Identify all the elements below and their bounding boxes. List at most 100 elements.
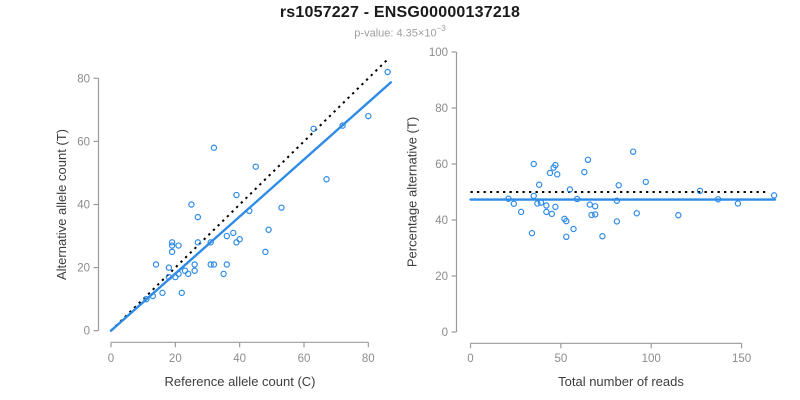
pvalue-label: p-value: xyxy=(354,27,397,40)
y-tick-label: 0 xyxy=(442,327,448,339)
scatter-point xyxy=(505,195,512,202)
scatter-point xyxy=(194,239,202,246)
scatter-point xyxy=(554,171,561,178)
x-tick-label: 40 xyxy=(233,353,246,365)
y-tick-label: 20 xyxy=(77,263,90,275)
scatter-point xyxy=(615,182,622,189)
scatter-point xyxy=(165,273,173,281)
scatter-point xyxy=(246,207,253,215)
x-tick-label: 0 xyxy=(467,353,473,365)
y-tick-label: 100 xyxy=(429,47,448,59)
y-tick-label: 80 xyxy=(435,103,448,115)
scatter-point xyxy=(310,125,317,132)
scatter-point xyxy=(265,226,272,233)
scatter-point xyxy=(770,192,778,199)
scatter-point xyxy=(194,213,202,221)
scatter-point xyxy=(191,261,198,268)
scatter-point xyxy=(534,200,541,207)
scatter-point xyxy=(236,236,243,243)
y-tick-label: 60 xyxy=(435,159,448,171)
scatter-point xyxy=(552,203,559,211)
scatter-point xyxy=(323,176,330,183)
pvalue-exponent: −3 xyxy=(436,24,446,33)
plot-title: rs1057227 - ENSG00000137218 xyxy=(279,4,521,21)
scatter-point xyxy=(252,163,259,170)
scatter-point xyxy=(510,200,518,207)
scatter-point xyxy=(152,261,160,268)
scatter-point xyxy=(207,239,214,246)
scatter-point xyxy=(384,68,391,76)
scatter-point xyxy=(584,156,592,163)
scatter-point xyxy=(714,196,722,203)
scatter-point xyxy=(573,195,581,203)
scatter-point xyxy=(178,289,185,297)
x-tick-label: 80 xyxy=(362,353,375,365)
scatter-point xyxy=(675,212,682,219)
scatter-point xyxy=(517,208,525,216)
y-tick-label: 80 xyxy=(77,73,90,85)
scatter-point xyxy=(586,201,593,208)
scatter-point xyxy=(230,229,237,237)
y-tick-label: 40 xyxy=(77,200,90,212)
scatter-point xyxy=(566,186,574,193)
x-axis-title: Reference allele count (C) xyxy=(164,374,315,389)
scatter-point xyxy=(629,148,637,155)
y-axis-title: Percentage alternative (T) xyxy=(405,117,420,267)
scatter-point xyxy=(591,203,599,210)
scatter-point xyxy=(537,199,545,206)
scatter-point xyxy=(543,208,550,216)
scatter-point xyxy=(168,248,176,256)
scatter-point xyxy=(546,169,554,177)
scatter-point xyxy=(210,144,218,151)
scatter-point xyxy=(223,232,230,240)
scatter-point xyxy=(181,267,189,274)
scatter-point xyxy=(528,229,536,237)
y-tick-label: 60 xyxy=(77,136,90,148)
plot-header: rs1057227 - ENSG00000137218 p-value: 4.3… xyxy=(0,0,800,40)
scatter-point xyxy=(642,178,649,186)
scatter-point xyxy=(548,210,556,218)
pvalue-subtitle: p-value: 4.35×10−3 xyxy=(0,24,800,40)
scatter-point xyxy=(552,161,559,169)
scatter-point xyxy=(168,242,176,249)
scatter-point xyxy=(159,289,166,297)
scatter-point xyxy=(184,270,192,278)
scatter-point xyxy=(149,292,157,300)
scatter-point xyxy=(581,168,588,176)
x-tick-label: 100 xyxy=(642,353,661,365)
scatter-point xyxy=(535,181,543,188)
y-tick-label: 20 xyxy=(435,271,448,283)
scatter-point xyxy=(339,122,346,129)
scatter-point xyxy=(262,248,269,256)
scatter-point xyxy=(188,201,195,208)
scatter-point xyxy=(207,261,214,268)
x-tick-label: 20 xyxy=(169,353,182,365)
y-tick-label: 0 xyxy=(84,326,90,338)
x-tick-label: 50 xyxy=(554,353,567,365)
scatter-point xyxy=(613,197,621,204)
scatter-point xyxy=(210,261,218,268)
scatter-point xyxy=(143,295,150,303)
scatter-point xyxy=(223,261,230,268)
x-tick-label: 150 xyxy=(732,353,751,365)
identity-line xyxy=(110,57,390,332)
scatter-point xyxy=(365,112,372,120)
scatter-point xyxy=(220,270,227,278)
pvalue-mantissa: 4.35×10 xyxy=(396,27,437,40)
x-axis-title: Total number of reads xyxy=(558,374,684,389)
x-tick-label: 0 xyxy=(108,353,114,365)
scatter-point xyxy=(278,204,285,211)
scatter-point xyxy=(696,187,704,195)
scatter-point xyxy=(530,192,537,200)
scatter-point xyxy=(588,211,595,219)
scatter-point xyxy=(633,210,640,217)
scatter-point xyxy=(563,233,570,240)
scatter-point xyxy=(734,200,742,207)
scatter-point xyxy=(599,233,606,240)
scatter-point xyxy=(591,211,599,218)
scatter-point xyxy=(543,202,550,209)
x-tick-label: 60 xyxy=(298,353,311,365)
scatter-point xyxy=(175,270,182,278)
